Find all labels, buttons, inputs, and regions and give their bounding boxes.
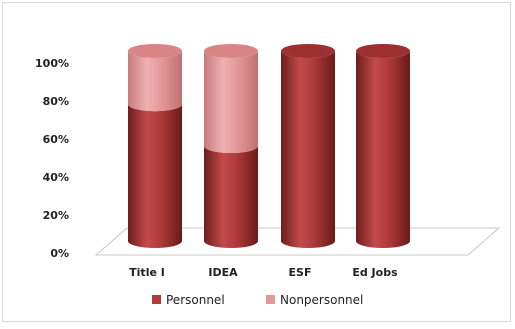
- bar-top-cap-idea: [204, 44, 258, 58]
- bar-top-cap-ed-jobs: [356, 44, 410, 58]
- bar-nonpersonnel-idea: [204, 51, 258, 153]
- x-tick-label: ESF: [289, 266, 312, 279]
- bar-top-cap-esf: [281, 44, 335, 58]
- bar-nonpersonnel-title-i: [128, 51, 182, 112]
- x-tick-label: Title I: [129, 266, 165, 279]
- legend-label-personnel: Personnel: [166, 293, 225, 307]
- y-tick-label: 80%: [43, 95, 69, 108]
- bar-personnel-title-i: [128, 104, 182, 248]
- legend-label-nonpersonnel: Nonpersonnel: [280, 293, 363, 307]
- legend-swatch-nonpersonnel: [266, 295, 275, 304]
- y-tick-label: 100%: [35, 57, 69, 70]
- x-tick-label: Ed Jobs: [352, 266, 398, 279]
- y-tick-label: 40%: [43, 171, 69, 184]
- bar-personnel-idea: [204, 146, 258, 248]
- x-tick-label: IDEA: [208, 266, 238, 279]
- bar-top-cap-title-i: [128, 44, 182, 58]
- y-tick-label: 20%: [43, 209, 69, 222]
- chart-area: 0% 20% 40% 60% 80% 100% Title I IDEA ESF Ed Jobs…: [2, 2, 511, 322]
- y-tick-label: 0%: [50, 247, 69, 260]
- y-tick-label: 60%: [43, 133, 69, 146]
- cylinder-bar-chart: 0% 20% 40% 60% 80% 100% Title I IDEA ESF Ed Jobs…: [35, 44, 501, 307]
- bar-personnel-esf: [281, 51, 335, 248]
- legend-swatch-personnel: [152, 295, 161, 304]
- bar-personnel-ed-jobs: [356, 51, 410, 248]
